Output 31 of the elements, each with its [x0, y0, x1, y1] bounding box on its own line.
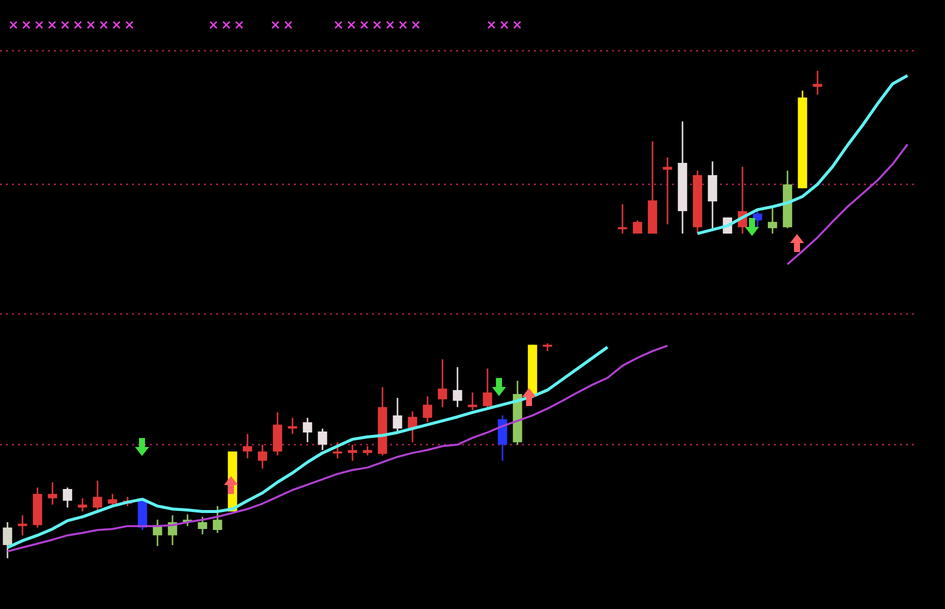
candlestick — [752, 208, 762, 229]
candlestick — [48, 481, 58, 506]
text: ××× — [208, 18, 247, 33]
text: ××××××× — [333, 18, 424, 33]
text: ××× — [486, 18, 525, 33]
candlestick — [288, 417, 298, 435]
candlestick — [348, 444, 358, 462]
candlestick — [198, 516, 208, 536]
candlestick — [318, 428, 328, 451]
candlestick — [2, 521, 12, 559]
candlestick — [62, 486, 72, 508]
candlestick — [422, 396, 432, 423]
candlestick — [768, 207, 778, 234]
candlestick — [242, 433, 252, 460]
candlestick — [618, 204, 628, 234]
candlestick — [452, 366, 462, 408]
candlestick — [362, 445, 372, 456]
text: ×× — [270, 18, 296, 33]
candlestick — [332, 441, 342, 460]
text: ×××××××××× — [8, 18, 137, 33]
candlestick — [18, 514, 28, 536]
candlestick — [438, 358, 448, 408]
candlestick — [78, 498, 88, 512]
candlestick — [468, 392, 478, 411]
candlestick — [212, 505, 222, 534]
candlestick — [302, 417, 312, 443]
candlestick — [92, 480, 102, 511]
candlestick — [258, 444, 268, 470]
candlestick — [812, 70, 822, 96]
candlestick — [482, 368, 492, 408]
candlestick — [632, 220, 642, 234]
